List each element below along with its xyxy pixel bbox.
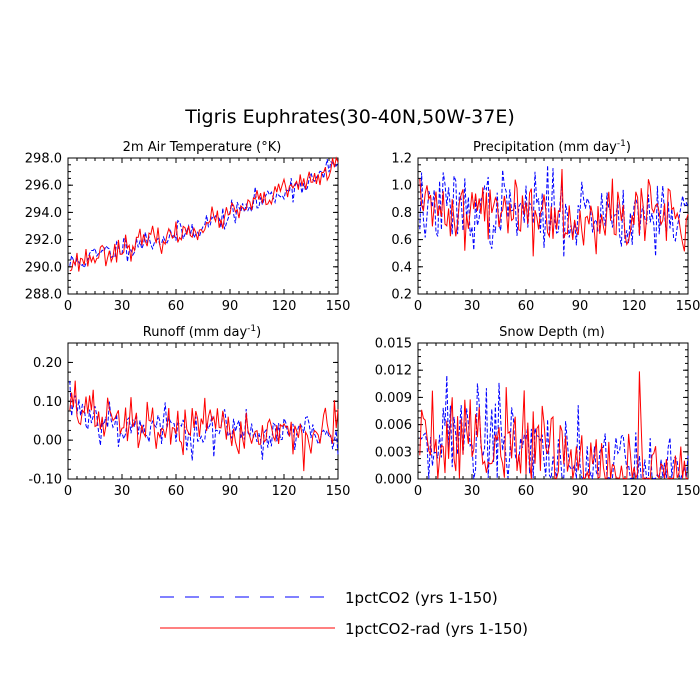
x-tick-label: 0 (64, 299, 72, 314)
x-tick-label: 90 (572, 484, 589, 499)
y-tick-label: 292.0 (25, 233, 62, 248)
x-tick-label: 30 (114, 299, 131, 314)
y-tick-label: 0.012 (375, 364, 412, 379)
y-tick-label: 0.8 (391, 206, 412, 221)
ticks-runoff: 0 30 60 90 120 150 -0.10 0.00 0.10 0.20 (28, 343, 350, 499)
series-line-1pctco2-rad-air-temperature (69, 156, 339, 272)
panel-precipitation: Precipitation (mm day-1) 0 30 60 90 120 150 0.… (391, 139, 700, 314)
y-tick-label: 290.0 (25, 260, 62, 275)
x-tick-label: 30 (464, 484, 481, 499)
y-tick-label: 296.0 (25, 179, 62, 194)
legend-label-1pctco2-rad: 1pctCO2-rad (yrs 1-150) (345, 620, 528, 638)
y-tick-label: 0.006 (375, 418, 412, 433)
y-tick-label: -0.10 (28, 473, 62, 488)
x-tick-label: 90 (222, 299, 239, 314)
panel-title-runoff: Runoff (mm day-1) (143, 324, 261, 340)
x-tick-label: 30 (464, 299, 481, 314)
legend-label-1pctco2: 1pctCO2 (yrs 1-150) (345, 589, 498, 607)
x-tick-label: 0 (414, 299, 422, 314)
x-tick-label: 60 (168, 484, 185, 499)
x-tick-label: 90 (222, 484, 239, 499)
y-tick-label: 0.00 (33, 434, 62, 449)
x-tick-label: 0 (414, 484, 422, 499)
x-tick-label: 150 (326, 484, 351, 499)
plot-frame-air-temperature (67, 157, 339, 295)
series-line-1pctco2-rad-runoff (69, 380, 339, 472)
ticks-air-temperature: 0 30 60 90 120 150 288.0 290.0 292.0 294.0 296.0 29… (25, 152, 351, 315)
series-line-1pctco2-runoff (69, 380, 339, 461)
legend: 1pctCO2 (yrs 1-150) 1pctCO2-rad (yrs 1-1… (160, 589, 528, 638)
x-tick-label: 150 (326, 299, 351, 314)
panel-runoff: Runoff (mm day-1) 0 30 60 90 120 150 -0.10 0.00… (28, 324, 350, 499)
x-tick-label: 30 (114, 484, 131, 499)
x-tick-label: 60 (518, 299, 535, 314)
panel-air-temperature: 2m Air Temperature (°K) 0 30 60 90 120 150 288… (25, 140, 351, 314)
y-tick-label: 0.000 (375, 473, 412, 488)
x-tick-label: 150 (676, 299, 700, 314)
series-line-1pctco2-rad-precipitation (419, 168, 689, 257)
x-tick-label: 60 (518, 484, 535, 499)
ticks-snow-depth: 0 30 60 90 120 150 0.000 0.003 0.006 0.009 0.012 0.… (375, 337, 700, 500)
figure-title: Tigris Euphrates(30-40N,50W-37E) (184, 106, 515, 128)
y-tick-label: 0.2 (391, 288, 412, 303)
x-tick-label: 150 (676, 484, 700, 499)
y-tick-label: 1.2 (391, 152, 412, 167)
panel-title-snow-depth: Snow Depth (m) (499, 325, 605, 340)
y-tick-label: 0.003 (375, 445, 412, 460)
x-tick-label: 120 (272, 484, 297, 499)
y-tick-label: 0.009 (375, 391, 412, 406)
y-tick-label: 288.0 (25, 288, 62, 303)
y-tick-label: 0.6 (391, 233, 412, 248)
panel-snow-depth: Snow Depth (m) 0 30 60 90 120 150 0.000 0.003 0.… (375, 325, 700, 499)
y-tick-label: 0.10 (33, 395, 62, 410)
y-tick-label: 298.0 (25, 152, 62, 167)
y-tick-label: 0.015 (375, 337, 412, 352)
x-tick-label: 90 (572, 299, 589, 314)
panel-title-air-temperature: 2m Air Temperature (°K) (123, 140, 282, 155)
y-tick-label: 0.20 (33, 356, 62, 371)
x-tick-label: 0 (64, 484, 72, 499)
y-tick-label: 0.4 (391, 260, 412, 275)
ticks-precipitation: 0 30 60 90 120 150 0.2 0.4 0.6 0.8 1.0 1.2 (391, 152, 700, 315)
panel-title-precipitation: Precipitation (mm day-1) (473, 139, 631, 155)
x-tick-label: 120 (622, 299, 647, 314)
series-line-1pctco2-precipitation (419, 165, 689, 258)
y-tick-label: 294.0 (25, 206, 62, 221)
series-line-1pctco2-rad-snow-depth (419, 371, 689, 480)
x-tick-label: 120 (622, 484, 647, 499)
x-tick-label: 60 (168, 299, 185, 314)
y-tick-label: 1.0 (391, 179, 412, 194)
x-tick-label: 120 (272, 299, 297, 314)
